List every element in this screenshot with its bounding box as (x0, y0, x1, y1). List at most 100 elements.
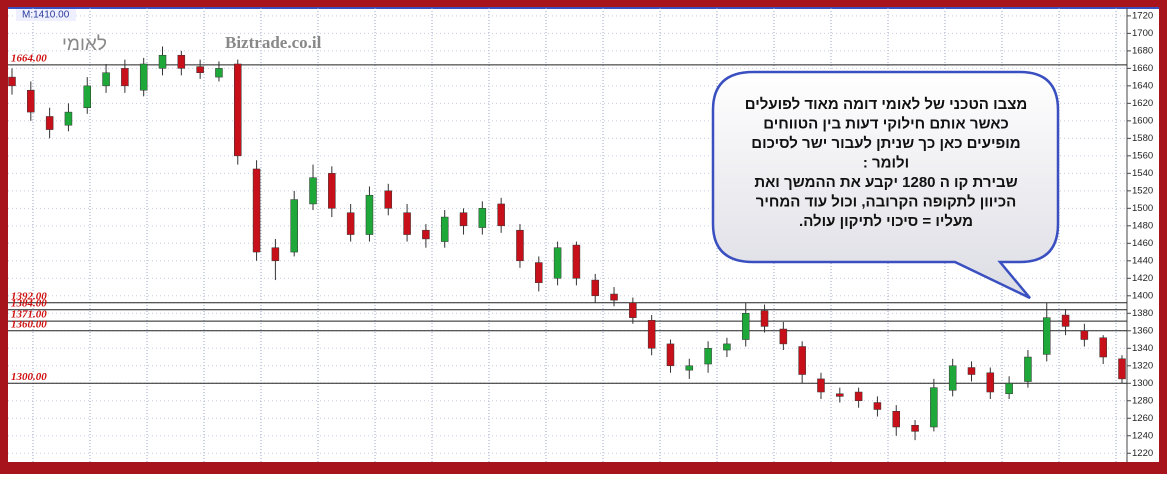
candle-body (403, 212, 411, 235)
candle-body (290, 199, 298, 253)
candle-body (64, 111, 73, 126)
candle-body (102, 72, 110, 87)
candle-body (685, 365, 694, 371)
candle-body (892, 411, 900, 428)
candle-body (1118, 358, 1126, 380)
candle-body (83, 85, 92, 108)
candles (8, 46, 1126, 441)
candle-body (610, 293, 618, 301)
y-tick-label: 1600 (1132, 115, 1153, 126)
annotation: מצבו הטכני של לאומי דומה מאוד לפועלים כאש… (745, 96, 1027, 230)
candle-body (817, 378, 825, 393)
candle-body (1080, 330, 1089, 340)
candle-body (948, 365, 957, 391)
level-label: 1664.00 (11, 52, 47, 64)
annotation-line: מעליו = סיכוי לתיקון עולה. (799, 213, 973, 230)
annotation-line: מצבו הטכני של לאומי דומה מאוד לפועלים (745, 96, 1027, 113)
candle-body (271, 247, 280, 262)
annotation-line: הכיוון לתקופה הקרובה, וכול עוד המחיר (756, 193, 1017, 210)
candle-body (535, 262, 543, 283)
candle-body (911, 425, 919, 432)
y-tick-label: 1520 (1132, 185, 1153, 196)
y-tick-label: 1500 (1132, 203, 1153, 214)
y-tick-label: 1400 (1132, 290, 1153, 301)
candle-body (328, 173, 336, 209)
candle-body (45, 116, 54, 130)
y-tick-label: 1580 (1132, 133, 1153, 144)
candle-body (854, 391, 863, 402)
candle-body (459, 212, 468, 227)
y-tick-label: 1300 (1132, 378, 1153, 389)
y-tick-label: 1420 (1132, 273, 1153, 284)
candle-body (553, 247, 562, 279)
candle-body (252, 168, 261, 253)
chart-title: לאומי (62, 34, 107, 55)
level-label: 1392.00 (11, 290, 47, 302)
candle-body (234, 63, 242, 157)
y-tick-label: 1640 (1132, 80, 1153, 91)
candle-body (760, 310, 769, 327)
y-tick-label: 1720 (1132, 10, 1153, 21)
candle-body (196, 66, 204, 73)
candle-body (1061, 314, 1070, 327)
annotation-line: כאשר אותם חילוקי דעות בין הטווחים (763, 115, 1009, 132)
candle-body (121, 68, 129, 87)
candle-body (309, 177, 317, 205)
candle-body (741, 313, 750, 340)
candle-body (873, 402, 882, 410)
level-label: 1360.00 (11, 318, 47, 330)
candle-body (158, 54, 167, 69)
y-tick-label: 1620 (1132, 98, 1153, 109)
y-tick-label: 1240 (1132, 430, 1153, 441)
y-tick-label: 1560 (1132, 150, 1153, 161)
candle-body (723, 343, 731, 351)
y-tick-label: 1460 (1132, 238, 1153, 249)
candle-body (1024, 356, 1032, 382)
candle-body (440, 216, 449, 242)
candle-body (346, 212, 355, 235)
candle-body (365, 194, 374, 235)
y-tick-label: 1280 (1132, 395, 1153, 406)
candle-body (478, 208, 487, 228)
candle-body (497, 203, 505, 227)
candle-body (215, 68, 223, 78)
callout-bubble (711, 70, 1060, 300)
y-tick-label: 1660 (1132, 63, 1153, 74)
candle-body (986, 372, 995, 393)
candle-body (384, 190, 393, 209)
candle-body (1005, 383, 1013, 395)
candle-body (798, 346, 806, 375)
candle-body (591, 279, 599, 297)
watermark: Biztrade.co.il (225, 33, 322, 52)
candle-body (422, 229, 430, 240)
candle-body (1042, 317, 1051, 355)
candle-body (930, 387, 938, 428)
candle-body (572, 244, 581, 279)
candle-body (8, 76, 16, 87)
header-label: M:1410.00 (22, 10, 70, 21)
y-tick-label: 1540 (1132, 168, 1153, 179)
y-tick-label: 1320 (1132, 360, 1153, 371)
y-tick-label: 1700 (1132, 28, 1153, 39)
y-tick-label: 1440 (1132, 255, 1153, 266)
annotation-line: מופיעים כאן כך שניתן לעבור ישר לסיכום (751, 135, 1020, 152)
y-tick-label: 1480 (1132, 220, 1153, 231)
y-tick-label: 1360 (1132, 325, 1153, 336)
annotation-line: שבירת קו ה 1280 יקבע את ההמשך ואת (754, 174, 1017, 191)
axis-area (1127, 8, 1159, 462)
candle-body (177, 54, 186, 69)
candle-body (967, 367, 976, 375)
candle-body (516, 229, 524, 262)
candle-body (647, 320, 656, 349)
y-tick-label: 1260 (1132, 413, 1153, 424)
y-tick-label: 1220 (1132, 448, 1153, 459)
header-box (16, 9, 76, 21)
candle-body (1099, 337, 1107, 358)
candle-body (779, 328, 788, 345)
candle-body (629, 302, 637, 318)
y-tick-label: 1380 (1132, 308, 1153, 319)
level-label: 1300.00 (11, 371, 47, 383)
